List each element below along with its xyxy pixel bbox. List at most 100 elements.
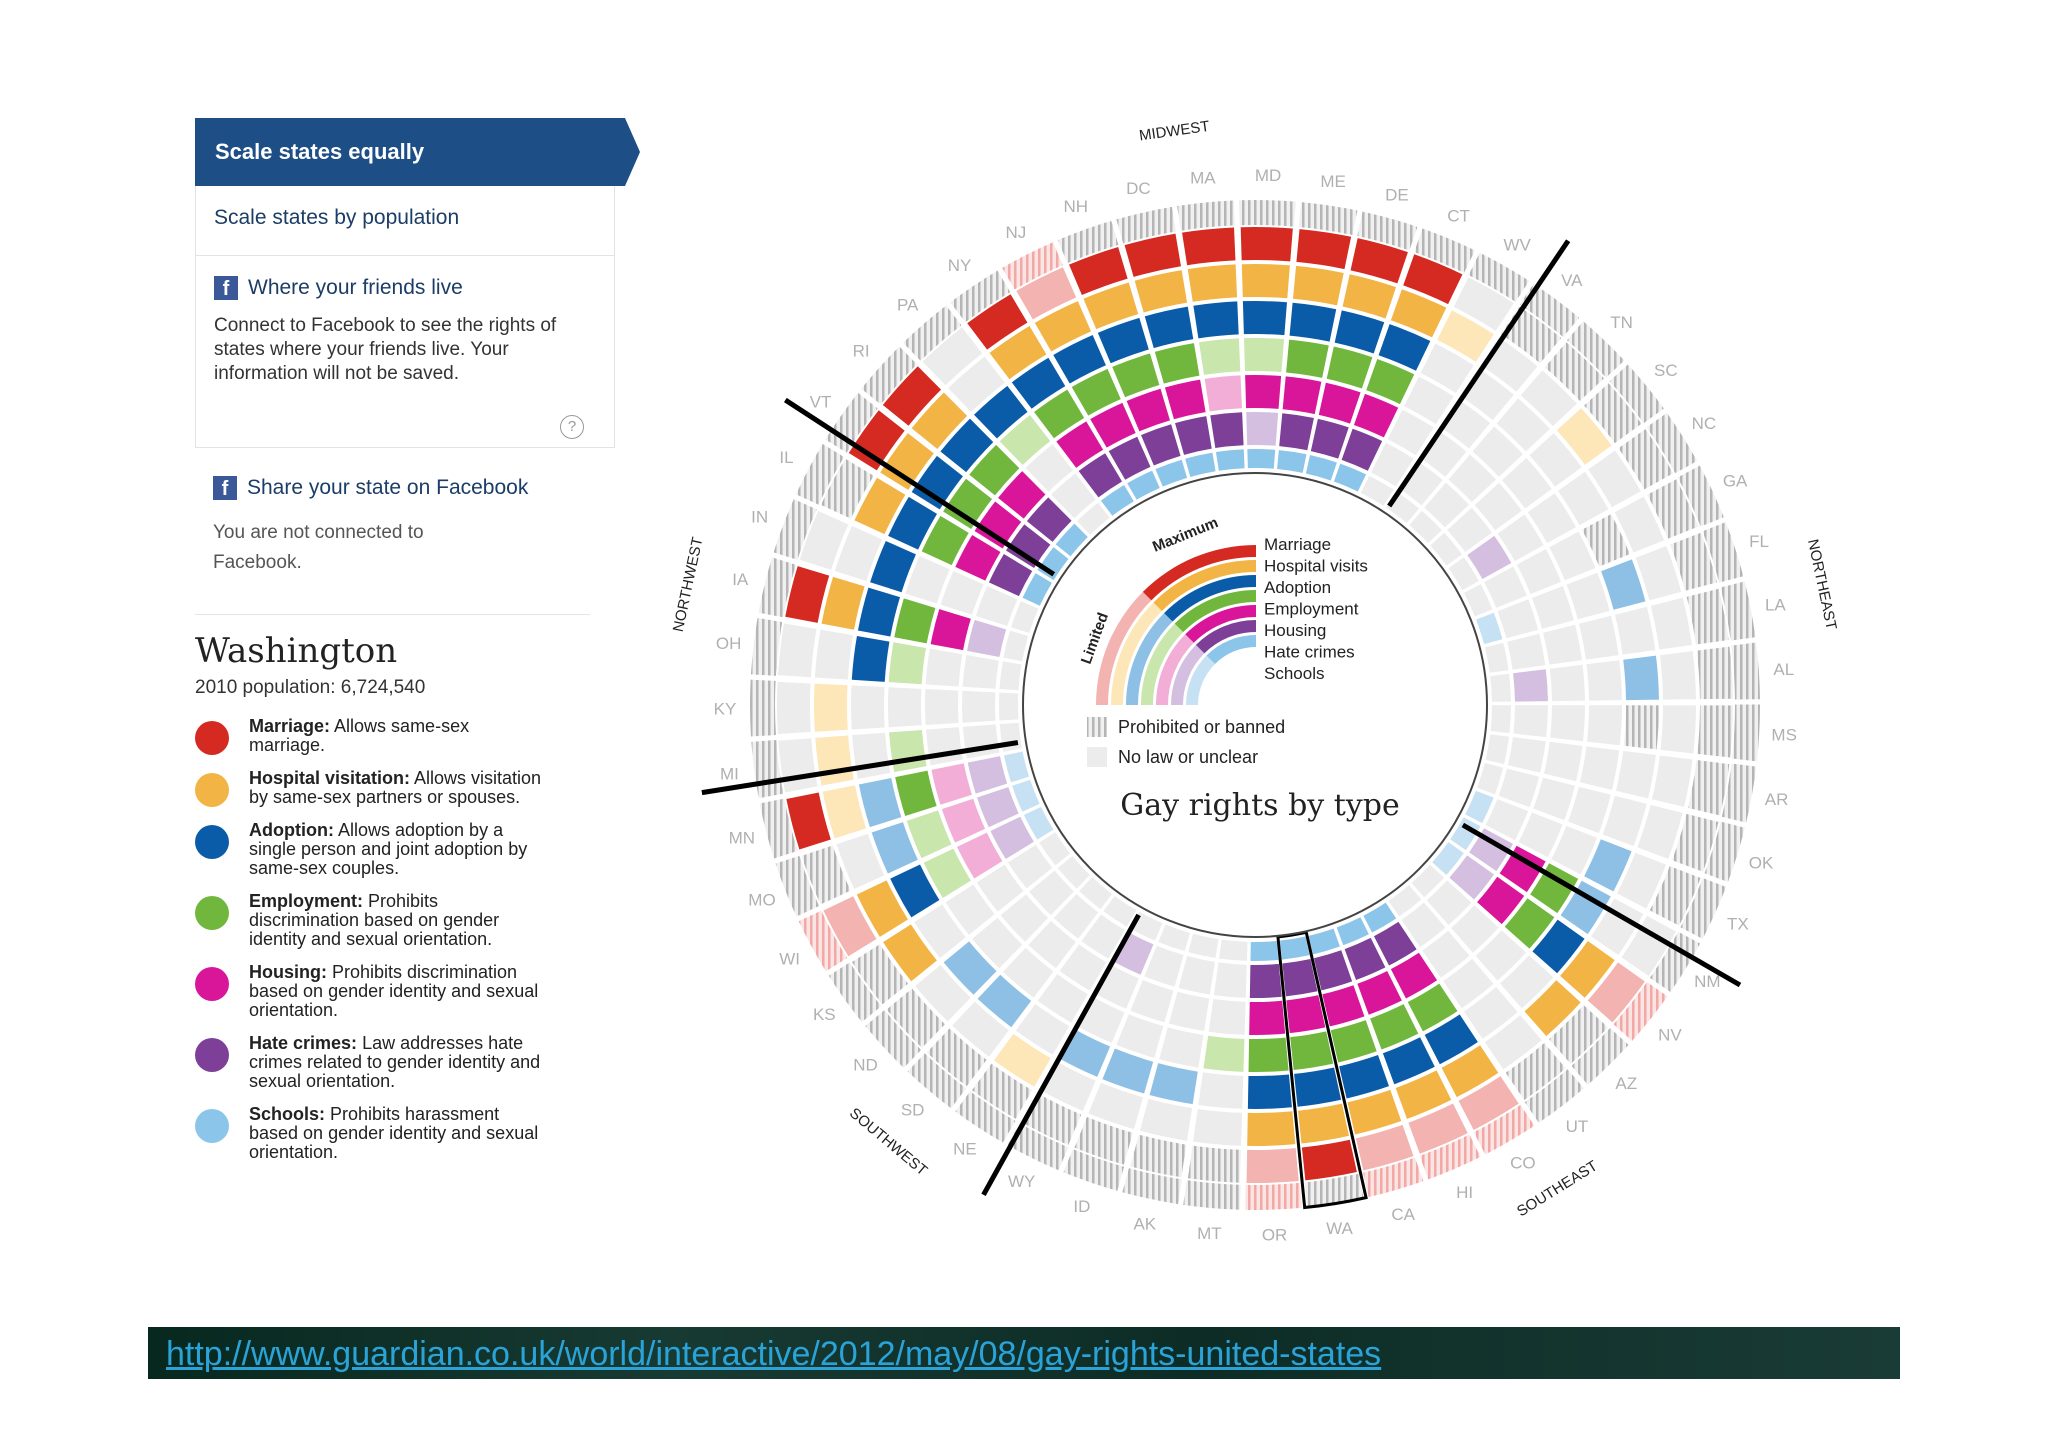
state-label-ar[interactable]: AR	[1765, 790, 1789, 809]
cell-ok-marriage[interactable]	[1672, 813, 1719, 872]
cell-al-employment[interactable]	[1586, 660, 1622, 701]
state-label-ct[interactable]: CT	[1447, 207, 1470, 226]
cell-nv-schools[interactable]	[1432, 842, 1464, 875]
cell-or-hospital[interactable]	[1247, 1111, 1296, 1146]
cell-pa-adoption[interactable]	[974, 385, 1028, 439]
state-label-mi[interactable]: MI	[720, 764, 739, 783]
cell-ia-hospital[interactable]	[821, 576, 865, 630]
cell-me-adoption[interactable]	[1289, 302, 1337, 342]
cell-az-schools[interactable]	[1411, 864, 1445, 898]
cell-ks-housing[interactable]	[976, 864, 1024, 912]
cell-sc-adoption[interactable]	[1529, 433, 1582, 487]
cell-az-housing[interactable]	[1451, 905, 1499, 953]
cell-ga-adoption[interactable]	[1581, 514, 1630, 567]
cell-fl-adoption[interactable]	[1601, 559, 1646, 610]
cell-oh-marriage[interactable]	[777, 623, 817, 678]
cell-mn-hospital[interactable]	[822, 785, 867, 839]
cell-id-employment[interactable]	[1116, 1014, 1164, 1058]
cell-mo-hospital[interactable]	[836, 833, 885, 889]
state-label-ut[interactable]: UT	[1566, 1117, 1589, 1136]
cell-mi-housing[interactable]	[925, 727, 964, 766]
cell-ky-marriage[interactable]	[777, 681, 811, 735]
cell-tn-hate[interactable]	[1424, 482, 1469, 528]
cell-nm-employment[interactable]	[1530, 863, 1579, 914]
cell-de-employment[interactable]	[1326, 346, 1373, 389]
cell-tx-adoption[interactable]	[1584, 839, 1632, 892]
state-label-wy[interactable]: WY	[1008, 1172, 1035, 1191]
cell-in-schools[interactable]	[1011, 601, 1039, 633]
cell-ma-employment[interactable]	[1199, 338, 1241, 375]
cell-mi-adoption[interactable]	[852, 732, 891, 779]
cell-in-housing[interactable]	[940, 571, 984, 615]
cell-id-housing[interactable]	[1130, 980, 1174, 1023]
cell-nj-hospital[interactable]	[1034, 301, 1092, 352]
cell-nd-housing[interactable]	[1000, 894, 1049, 942]
cell-nc-hospital[interactable]	[1588, 450, 1641, 508]
cell-dc-marriage[interactable]	[1124, 233, 1181, 277]
cell-or-schools[interactable]	[1250, 941, 1279, 962]
cell-ky-employment[interactable]	[888, 687, 922, 728]
cell-nc-hate[interactable]	[1467, 535, 1512, 579]
cell-ak-hospital[interactable]	[1139, 1098, 1193, 1141]
cell-nc-marriage[interactable]	[1618, 429, 1674, 490]
cell-md-marriage[interactable]	[1240, 227, 1293, 262]
state-label-hi[interactable]: HI	[1456, 1183, 1473, 1202]
cell-nj-schools[interactable]	[1127, 470, 1160, 500]
cell-nm-housing[interactable]	[1499, 845, 1546, 893]
cell-wi-schools[interactable]	[1023, 806, 1054, 840]
cell-oh-schools[interactable]	[999, 661, 1022, 691]
cell-ia-adoption[interactable]	[857, 587, 901, 637]
cell-mt-hospital[interactable]	[1193, 1108, 1243, 1146]
cell-ne-schools[interactable]	[1103, 895, 1137, 927]
cell-mt-adoption[interactable]	[1198, 1072, 1244, 1109]
cell-sd-hospital[interactable]	[952, 1001, 1009, 1057]
cell-me-hate[interactable]	[1279, 413, 1314, 451]
cell-vt-hospital[interactable]	[880, 433, 934, 490]
tab-scale-equally[interactable]: Scale states equally	[195, 118, 640, 186]
cell-il-marriage[interactable]	[820, 458, 874, 519]
state-label-me[interactable]: ME	[1320, 172, 1346, 191]
cell-md-schools[interactable]	[1247, 449, 1276, 469]
cell-me-hospital[interactable]	[1292, 265, 1344, 306]
cell-az-employment[interactable]	[1475, 930, 1527, 981]
cell-mn-schools[interactable]	[1003, 751, 1030, 783]
state-label-mo[interactable]: MO	[748, 890, 775, 909]
cell-ma-hate[interactable]	[1210, 412, 1244, 449]
cell-nv-housing[interactable]	[1477, 876, 1525, 925]
cell-nh-housing[interactable]	[1126, 388, 1170, 432]
cell-me-marriage[interactable]	[1296, 229, 1352, 270]
cell-tx-hospital[interactable]	[1616, 852, 1667, 909]
cell-nh-schools[interactable]	[1155, 459, 1188, 487]
cell-tx-housing[interactable]	[1518, 812, 1563, 858]
cell-la-hate[interactable]	[1507, 633, 1546, 670]
cell-al-hospital[interactable]	[1659, 651, 1696, 700]
cell-co-employment[interactable]	[1407, 983, 1458, 1032]
cell-wv-schools[interactable]	[1360, 475, 1394, 506]
cell-ut-adoption[interactable]	[1463, 986, 1518, 1039]
share-link[interactable]: f Share your state on Facebook	[213, 476, 635, 500]
cell-sd-adoption[interactable]	[977, 974, 1032, 1028]
cell-dc-schools[interactable]	[1185, 452, 1216, 477]
cell-ny-adoption[interactable]	[1011, 357, 1066, 409]
state-label-nh[interactable]: NH	[1063, 197, 1088, 216]
cell-ok-housing[interactable]	[1533, 777, 1575, 821]
cell-dc-housing[interactable]	[1164, 379, 1206, 420]
cell-me-housing[interactable]	[1282, 376, 1322, 415]
cell-tn-hospital[interactable]	[1520, 370, 1577, 427]
cell-fl-marriage[interactable]	[1670, 532, 1717, 591]
cell-sd-housing[interactable]	[1028, 920, 1076, 969]
cell-sc-hate[interactable]	[1447, 507, 1492, 553]
help-icon[interactable]: ?	[560, 415, 584, 439]
cell-ky-adoption[interactable]	[851, 685, 885, 730]
cell-az-marriage[interactable]	[1548, 1005, 1608, 1064]
cell-la-marriage[interactable]	[1686, 588, 1729, 645]
cell-mt-hate[interactable]	[1213, 962, 1247, 998]
cell-ct-schools[interactable]	[1333, 463, 1367, 492]
cell-wi-marriage[interactable]	[823, 896, 877, 957]
cell-ct-hospital[interactable]	[1390, 289, 1447, 338]
cell-ms-employment[interactable]	[1586, 705, 1622, 746]
cell-ca-hate[interactable]	[1313, 950, 1353, 991]
cell-wv-hospital[interactable]	[1437, 310, 1494, 362]
cell-fl-hospital[interactable]	[1635, 546, 1682, 601]
state-label-ia[interactable]: IA	[732, 570, 749, 589]
